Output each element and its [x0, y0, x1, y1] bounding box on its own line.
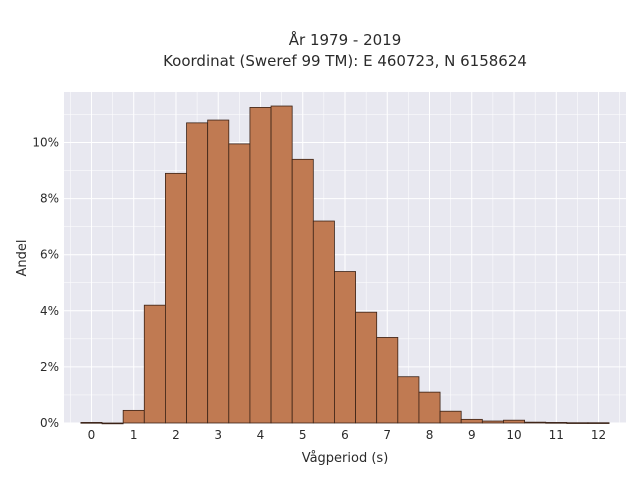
- histogram-bar: [228, 143, 251, 424]
- x-tick-label: 4: [257, 428, 265, 442]
- histogram-bar: [376, 337, 399, 424]
- y-tick-labels: 0% 2% 4% 6% 8% 10%: [32, 135, 59, 430]
- histogram-bar: [143, 304, 166, 424]
- histogram-bar: [481, 420, 504, 424]
- chart-title: År 1979 - 2019: [289, 30, 402, 49]
- histogram-bar: [312, 220, 335, 424]
- histogram-bar: [334, 271, 356, 424]
- y-tick-label: 0%: [40, 416, 59, 430]
- histogram-bar: [524, 421, 547, 424]
- histogram-bar: [397, 376, 420, 424]
- y-tick-label: 2%: [40, 360, 59, 374]
- histogram-bar: [249, 107, 272, 424]
- histogram-bar: [270, 105, 293, 424]
- histogram-bar: [80, 422, 103, 424]
- x-tick-label: 2: [172, 428, 180, 442]
- histogram-bar: [566, 422, 589, 424]
- histogram-bar: [439, 410, 462, 424]
- x-tick-label: 12: [591, 428, 606, 442]
- histogram-bar: [503, 419, 525, 424]
- y-tick-label: 10%: [32, 135, 59, 149]
- histogram-bar: [186, 122, 209, 424]
- histogram-bar: [207, 119, 230, 424]
- x-tick-label: 1: [130, 428, 138, 442]
- chart-subtitle: Koordinat (Sweref 99 TM): E 460723, N 61…: [163, 52, 527, 70]
- y-tick-label: 4%: [40, 304, 59, 318]
- x-tick-label: 8: [426, 428, 434, 442]
- histogram-bars: [80, 105, 610, 425]
- x-tick-label: 9: [468, 428, 476, 442]
- x-tick-labels: 0 1 2 3 4 5 6 7 8 9 10 11 12: [88, 428, 607, 442]
- y-axis-label: Andel: [15, 240, 30, 277]
- histogram-bar: [122, 409, 145, 424]
- histogram-bar: [165, 172, 187, 424]
- histogram-bar: [355, 311, 378, 424]
- x-tick-label: 5: [299, 428, 307, 442]
- x-tick-label: 6: [341, 428, 349, 442]
- histogram-bar: [460, 418, 483, 424]
- y-tick-label: 8%: [40, 192, 59, 206]
- y-tick-label: 6%: [40, 248, 59, 262]
- histogram-bar: [101, 422, 124, 425]
- histogram-bar: [418, 391, 441, 424]
- x-tick-label: 10: [506, 428, 521, 442]
- x-axis-label: Vågperiod (s): [302, 451, 389, 466]
- histogram-bar: [291, 158, 314, 424]
- x-tick-label: 7: [383, 428, 391, 442]
- x-tick-label: 3: [214, 428, 222, 442]
- x-tick-label: 0: [88, 428, 96, 442]
- histogram-bar: [545, 422, 568, 424]
- x-tick-label: 11: [549, 428, 564, 442]
- histogram-bar: [587, 422, 610, 424]
